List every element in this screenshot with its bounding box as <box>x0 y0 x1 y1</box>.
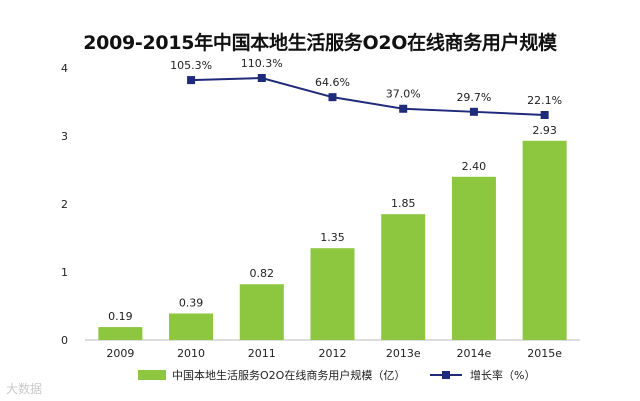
bar-value-label: 0.39 <box>179 296 204 309</box>
legend-bar-label: 中国本地生活服务O2O在线商务用户规模（亿） <box>172 368 405 382</box>
growth-value-label: 105.3% <box>170 59 212 72</box>
legend-line-label: 增长率（%） <box>470 368 535 382</box>
growth-line <box>191 76 545 116</box>
growth-point <box>328 93 337 102</box>
y-tick-label: 2 <box>61 198 68 211</box>
bar-value-label: 2.93 <box>532 124 557 137</box>
bar <box>451 176 496 340</box>
growth-point <box>257 74 266 82</box>
growth-value-label: 37.0% <box>386 88 421 101</box>
x-tick-label: 2014e <box>457 347 492 360</box>
bar <box>98 327 143 340</box>
growth-value-label: 22.1% <box>527 94 562 107</box>
bar <box>169 313 214 340</box>
legend: 中国本地生活服务O2O在线商务用户规模（亿） 增长率（%） <box>138 368 535 382</box>
growth-point <box>187 76 196 85</box>
x-tick-label: 2009 <box>106 347 134 360</box>
growth-value-label: 110.3% <box>241 57 283 70</box>
x-tick-label: 2012 <box>319 347 347 360</box>
bar-value-label: 0.19 <box>108 310 133 323</box>
growth-value-label: 64.6% <box>315 76 350 89</box>
y-tick-label: 3 <box>61 130 68 143</box>
bar <box>239 284 284 340</box>
growth-point <box>399 104 408 113</box>
bar-labels: 0.19 0.39 0.82 1.35 1.85 2.40 2.93 <box>108 124 557 323</box>
bar <box>381 214 426 340</box>
y-tick-label: 1 <box>61 266 68 279</box>
bar <box>522 140 567 340</box>
bar-series <box>98 140 567 340</box>
bar-value-label: 2.40 <box>462 160 487 173</box>
bar-value-label: 0.82 <box>250 267 275 280</box>
bar-value-label: 1.85 <box>391 197 416 210</box>
x-tick-label: 2013e <box>386 347 421 360</box>
bar-value-label: 1.35 <box>320 231 345 244</box>
watermark: 大数据 <box>6 382 43 396</box>
x-tick-label: 2015e <box>527 347 562 360</box>
x-tick-label: 2010 <box>177 347 205 360</box>
growth-point <box>469 107 478 116</box>
growth-value-label: 29.7% <box>456 91 491 104</box>
growth-line-series: 105.3% 110.3% 64.6% 37.0% 29.7% 22.1% <box>170 57 562 119</box>
bar <box>310 248 355 340</box>
growth-point <box>540 111 549 119</box>
y-tick-label: 0 <box>61 334 68 347</box>
chart-title: 2009-2015年中国本地生活服务O2O在线商务用户规模 <box>83 32 557 54</box>
legend-bar-swatch <box>138 370 166 380</box>
legend-line-marker <box>442 371 450 379</box>
y-tick-label: 4 <box>61 62 68 75</box>
x-tick-label: 2011 <box>248 347 276 360</box>
